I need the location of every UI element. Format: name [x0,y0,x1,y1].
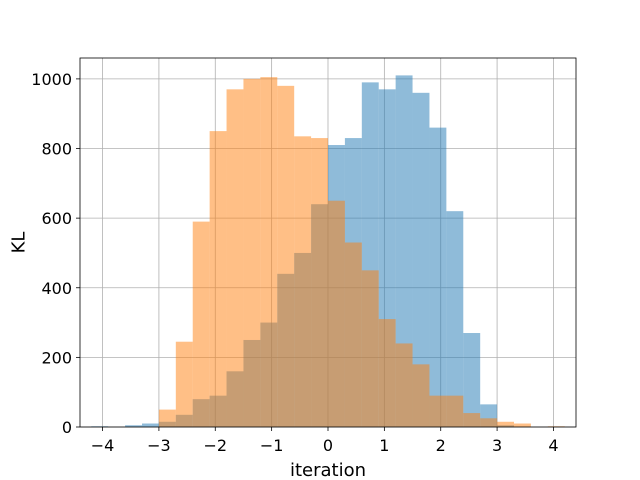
histogram-bar [277,86,294,427]
histogram-bar [463,413,480,427]
y-axis-label: KL [8,232,29,254]
histogram-bar [193,222,210,427]
histogram-bar [480,418,497,427]
y-tick-label: 800 [41,140,72,159]
y-tick-label: 1000 [31,70,72,89]
histogram-bar [379,319,396,427]
histogram-bar [176,342,193,427]
x-tick-label: 3 [492,436,502,455]
histogram-bar [396,343,413,427]
histogram-bar [429,128,446,427]
histogram-bar [362,270,379,427]
x-tick-label: −2 [203,436,227,455]
histogram-bar [311,138,328,427]
x-tick-label: 2 [436,436,446,455]
y-tick-label: 0 [62,418,72,437]
x-tick-label: 4 [548,436,558,455]
histogram-bar [159,410,176,427]
histogram-bar [413,364,430,427]
histogram-bar [227,89,244,427]
histogram-bar [497,422,514,427]
histogram-bar [142,424,159,427]
histogram-bar [328,201,345,427]
histogram-bar [514,424,531,427]
histogram-bar [429,396,446,427]
y-tick-label: 600 [41,209,72,228]
histogram-bar [243,79,260,427]
y-tick-label: 200 [41,348,72,367]
histogram-bar [463,333,480,427]
histogram-bar [294,136,311,427]
histogram-bar [210,131,227,427]
x-tick-label: −4 [91,436,115,455]
x-tick-label: 1 [379,436,389,455]
x-tick-label: −3 [147,436,171,455]
histogram-bar [446,211,463,427]
x-tick-label: 0 [323,436,333,455]
histogram-bar [260,77,277,427]
x-axis-label: iteration [290,460,366,480]
histogram-bar [446,396,463,427]
histogram-bar [345,243,362,428]
x-tick-label: −1 [260,436,284,455]
y-tick-label: 400 [41,279,72,298]
